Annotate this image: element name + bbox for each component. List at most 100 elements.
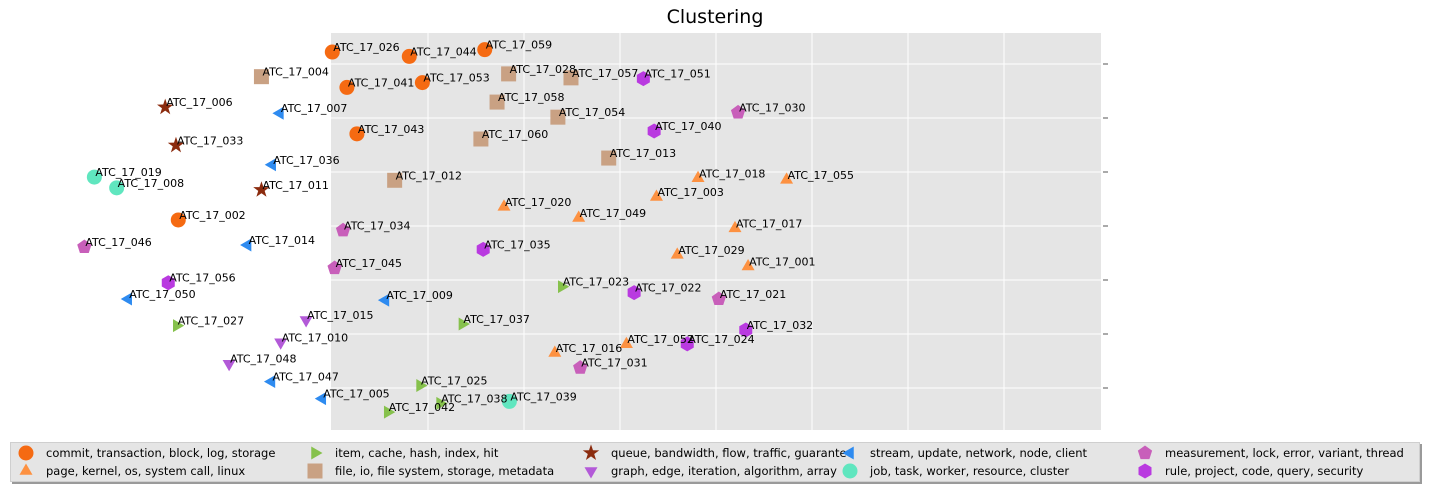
point-marker: [170, 212, 186, 228]
point-label: ATC_17_013: [610, 147, 676, 160]
point-marker: [416, 379, 428, 393]
point-label: ATC_17_022: [635, 282, 701, 295]
legend-label: rule, project, code, query, security: [1165, 464, 1364, 478]
point-marker: [458, 317, 470, 331]
point-marker: [383, 405, 396, 419]
point-marker: [780, 172, 794, 184]
point-label: ATC_17_039: [510, 390, 576, 403]
point-marker: [327, 260, 342, 275]
point-label: ATC_17_038: [441, 392, 507, 405]
legend-marker: [842, 446, 854, 460]
legend-marker: [1138, 463, 1152, 479]
point-label: ATC_17_044: [410, 45, 476, 58]
point-marker: [172, 319, 185, 333]
legend-label: measurement, lock, error, variant, threa…: [1165, 446, 1404, 460]
point-label: ATC_17_030: [739, 101, 805, 114]
point-marker: [619, 336, 633, 348]
legend-marker-icon: [842, 446, 854, 460]
point-marker: [741, 258, 755, 271]
point-label: ATC_17_006: [166, 96, 232, 109]
grid-lines: [331, 33, 1101, 430]
legend-marker: [311, 446, 323, 460]
point-marker: [601, 150, 617, 166]
point-marker: [573, 360, 588, 374]
point-label: ATC_17_010: [282, 331, 348, 344]
point-label: ATC_17_055: [788, 169, 854, 182]
point-label: ATC_17_026: [333, 41, 399, 54]
point-marker: [680, 336, 694, 352]
legend-marker-icon: [1137, 445, 1153, 460]
point-label: ATC_17_032: [747, 319, 813, 332]
legend-label: job, task, worker, resource, cluster: [870, 464, 1070, 478]
point-marker: [274, 338, 288, 350]
point-marker: [272, 106, 284, 120]
point-label: ATC_17_019: [95, 166, 161, 179]
legend-marker: [584, 467, 598, 479]
point-marker: [636, 71, 650, 87]
point-label: ATC_17_024: [688, 333, 754, 346]
point-labels: ATC_17_026 ATC_17_044 ATC_17_059 ATC_17_053…: [85, 39, 854, 414]
point-marker: [548, 345, 562, 357]
point-label: ATC_17_060: [482, 128, 548, 141]
point-label: ATC_17_004: [262, 66, 328, 79]
point-marker: [649, 189, 663, 201]
legend-label: commit, transaction, block, log, storage: [46, 446, 276, 460]
point-marker: [489, 94, 505, 110]
legend-item: rule, project, code, query, security: [1135, 462, 1363, 480]
point-label: ATC_17_025: [421, 375, 487, 388]
point-label: ATC_17_050: [129, 288, 195, 301]
point-label: ATC_17_037: [463, 313, 529, 326]
point-marker: [349, 126, 365, 142]
point-label: ATC_17_015: [307, 309, 373, 322]
point-marker: [161, 275, 175, 291]
point-marker: [476, 241, 490, 257]
legend-item: measurement, lock, error, variant, threa…: [1135, 444, 1404, 462]
point-marker: [728, 220, 742, 233]
point-label: ATC_17_058: [498, 91, 564, 104]
point-label: ATC_17_018: [699, 167, 765, 180]
point-marker: [253, 69, 269, 85]
point-marker: [627, 285, 641, 301]
point-label: ATC_17_041: [348, 76, 414, 89]
point-label: ATC_17_057: [572, 67, 638, 80]
point-marker: [711, 291, 726, 306]
legend-marker: [18, 445, 34, 461]
chart-title: Clustering: [666, 6, 764, 28]
point-marker: [563, 70, 579, 86]
legend-marker: [307, 463, 323, 479]
point-label: ATC_17_021: [720, 288, 786, 301]
legend-item: graph, edge, iteration, algorithm, array: [581, 462, 837, 480]
point-marker: [739, 322, 753, 338]
point-label: ATC_17_008: [118, 177, 184, 190]
point-marker: [691, 170, 705, 183]
legend-marker-icon: [307, 463, 323, 479]
point-label: ATC_17_052: [627, 333, 693, 346]
legend-label: file, io, file system, storage, metadata: [335, 464, 555, 478]
point-marker: [253, 181, 270, 197]
point-marker: [647, 123, 661, 139]
point-marker: [473, 131, 489, 147]
point-label: ATC_17_009: [386, 289, 452, 302]
point-marker: [264, 158, 276, 172]
point-marker: [377, 293, 390, 307]
point-label: ATC_17_020: [505, 196, 571, 209]
data-points: [77, 42, 794, 419]
point-marker: [477, 42, 493, 58]
point-label: ATC_17_054: [559, 106, 625, 119]
point-label: ATC_17_003: [657, 186, 723, 199]
legend-item: commit, transaction, block, log, storage: [16, 444, 275, 462]
point-marker: [572, 210, 586, 222]
legend-marker: [1137, 445, 1153, 460]
point-marker: [324, 44, 340, 60]
point-label: ATC_17_056: [169, 272, 235, 285]
point-label: ATC_17_007: [281, 102, 347, 115]
point-label: ATC_17_047: [272, 371, 338, 384]
legend-item: queue, bandwidth, flow, traffic, guarant…: [581, 444, 854, 462]
point-marker: [550, 109, 566, 125]
point-marker: [299, 316, 313, 328]
point-label: ATC_17_048: [230, 353, 296, 366]
point-label: ATC_17_011: [262, 179, 328, 192]
legend-marker-icon: [311, 446, 323, 460]
point-marker: [730, 104, 746, 119]
point-marker: [314, 392, 327, 406]
